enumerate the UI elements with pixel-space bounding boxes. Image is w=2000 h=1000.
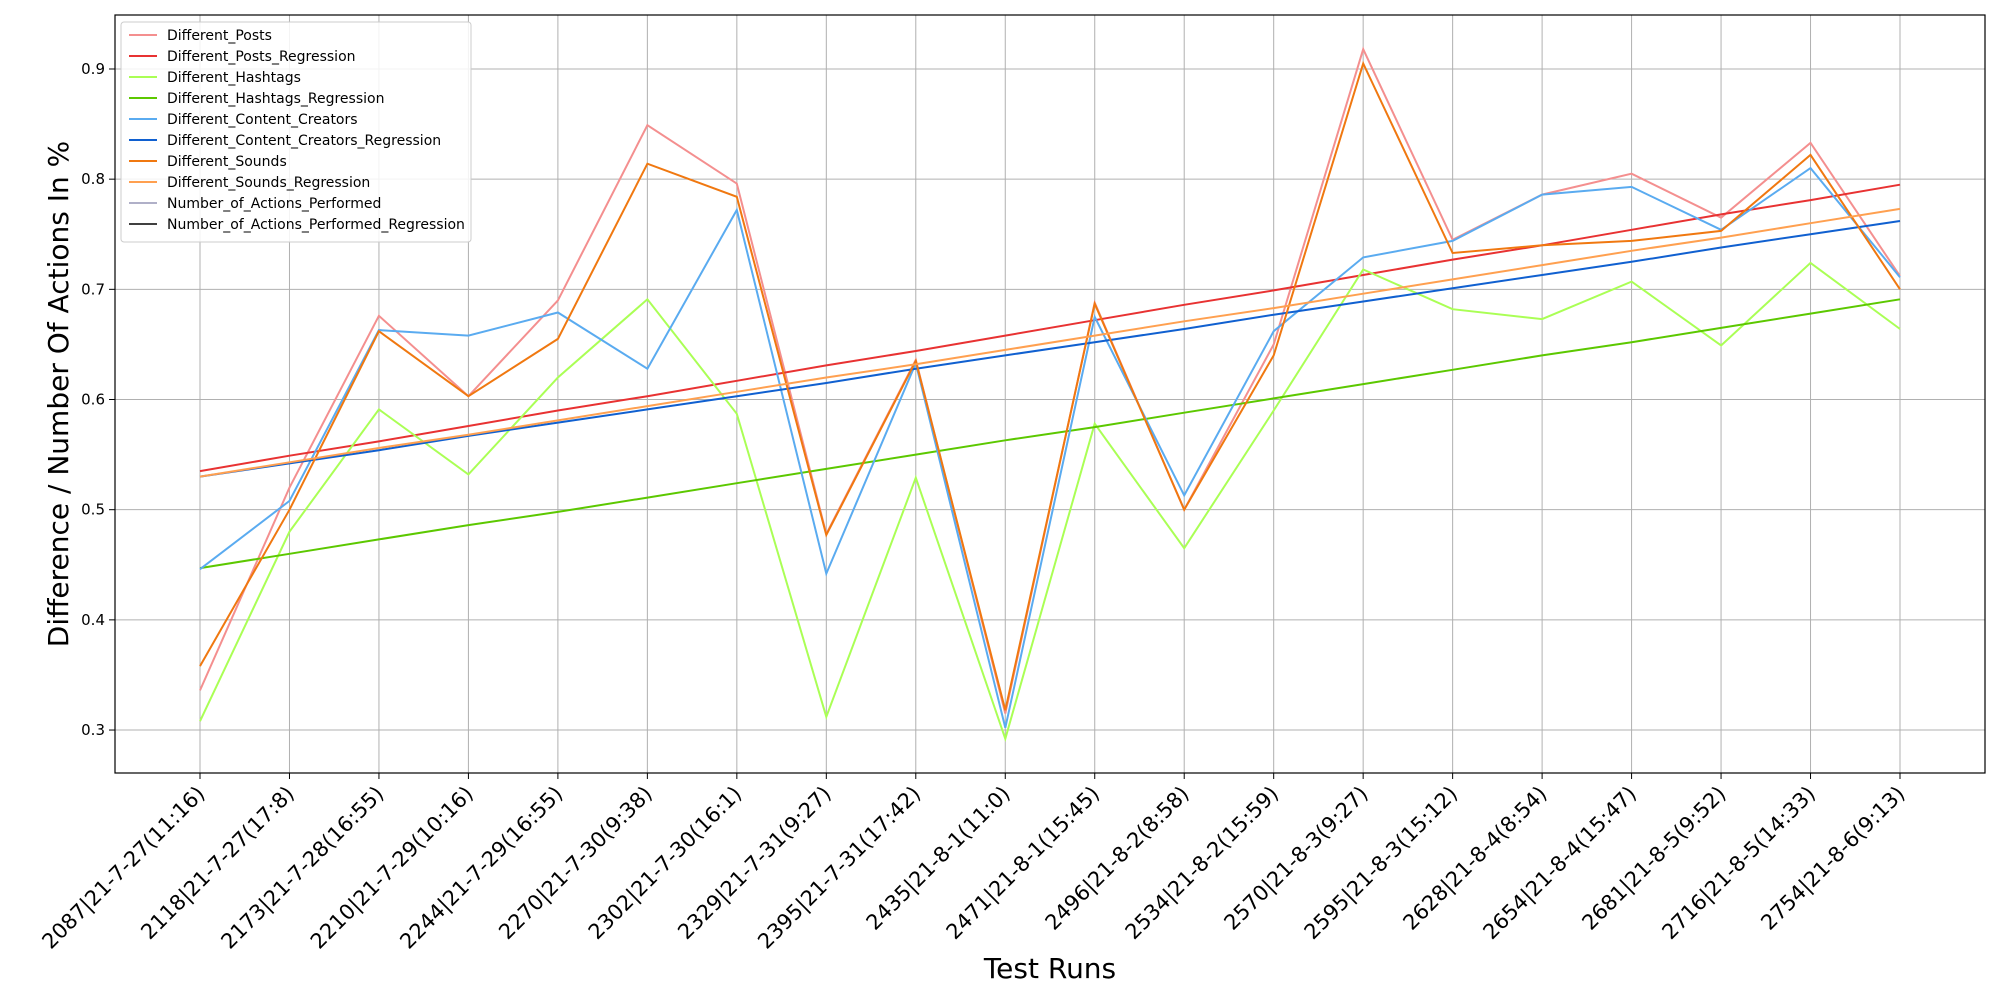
legend-box — [120, 21, 472, 243]
x-tick-label: 2654|21-8-4(15:47) — [1478, 782, 1641, 945]
x-axis-label: Test Runs — [983, 952, 1116, 985]
y-tick-label: 0.7 — [81, 280, 105, 298]
legend-label: Number_of_Actions_Performed_Regression — [167, 217, 465, 233]
y-tick-label: 0.4 — [81, 611, 105, 629]
legend-label: Different_Sounds_Regression — [167, 175, 370, 191]
y-tick-label: 0.6 — [81, 391, 105, 409]
legend-label: Different_Hashtags — [167, 70, 301, 86]
x-tick-label: 2087|21-7-27(11:16) — [37, 782, 210, 955]
y-tick-label: 0.9 — [81, 60, 105, 78]
y-tick-label: 0.3 — [81, 721, 105, 739]
legend-label: Different_Content_Creators — [167, 112, 358, 128]
x-tick-label: 2302|21-7-30(16:1) — [584, 782, 747, 945]
x-tick-label: 2534|21-8-2(15:59) — [1121, 782, 1284, 945]
series-line — [199, 183, 1901, 473]
x-tick-label: 2270|21-7-30(9:38) — [494, 782, 657, 945]
y-axis-label: Difference / Number Of Actions In % — [42, 141, 75, 647]
series-line — [199, 298, 1901, 570]
y-tick-label: 0.8 — [81, 170, 105, 188]
legend-label: Different_Hashtags_Regression — [167, 91, 384, 107]
y-tick-label: 0.5 — [81, 501, 105, 519]
legend-label: Different_Content_Creators_Regression — [167, 133, 441, 149]
plot-frame — [114, 14, 1986, 774]
series-line — [199, 60, 1901, 711]
x-tick-label: 2329|21-7-31(9:27) — [673, 782, 836, 945]
x-tick-label: 2471|21-8-1(15:45) — [942, 782, 1105, 945]
x-tick-label: 2595|21-8-3(15:12) — [1300, 782, 1463, 945]
legend-label: Different_Posts_Regression — [167, 49, 356, 65]
legend-label: Different_Posts — [167, 28, 272, 44]
series-line — [199, 220, 1901, 478]
x-tick-label: 2118|21-7-27(17:8) — [136, 782, 299, 945]
series-line — [199, 261, 1901, 743]
legend-label: Number_of_Actions_Performed — [167, 196, 381, 212]
series-line — [199, 207, 1901, 478]
series-line — [199, 166, 1901, 729]
x-tick-label: 2244|21-7-29(16:55) — [395, 782, 568, 955]
legend: Different_Posts Different_Posts_Regressio… — [120, 21, 472, 243]
x-tick-label: 2173|21-7-28(16:55) — [216, 782, 389, 955]
x-tick-label: 2716|21-8-5(14:33) — [1657, 782, 1820, 945]
x-tick-label: 2210|21-7-29(10:16) — [306, 782, 479, 955]
x-tick-label: 2395|21-7-31(17:42) — [753, 782, 926, 955]
legend-label: Different_Sounds — [167, 154, 287, 170]
